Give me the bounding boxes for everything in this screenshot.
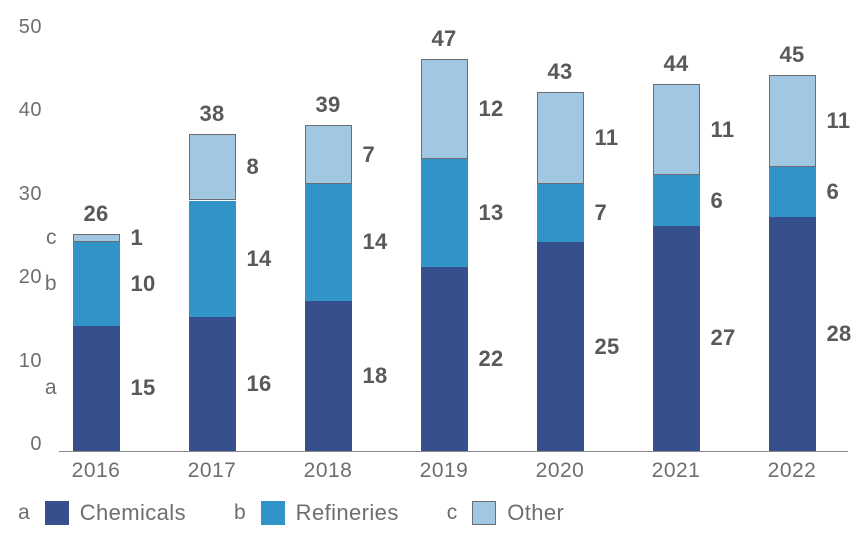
segment-value-label: 27	[710, 325, 736, 351]
legend-swatch-chemicals	[44, 501, 69, 525]
x-axis-line	[59, 451, 848, 452]
bar-segment-chemicals	[768, 217, 816, 451]
segment-value-label: 6	[710, 187, 724, 213]
bar-segment-other	[768, 75, 816, 168]
segment-value-label: 18	[362, 362, 388, 388]
bar-segment-refineries	[72, 242, 120, 326]
x-axis-category-label: 2021	[651, 459, 701, 482]
bar-segment-other	[188, 133, 236, 201]
bar-segment-chemicals	[72, 325, 120, 451]
segment-value-label: 14	[246, 245, 272, 271]
series-letter-b: b	[44, 272, 57, 295]
legend-letter-a: a	[18, 501, 30, 524]
segment-value-label: 28	[826, 321, 851, 347]
x-axis-category-label: 2019	[419, 459, 469, 482]
x-axis-category-label: 2022	[767, 459, 817, 482]
segment-value-label: 16	[246, 371, 272, 397]
bar-segment-refineries	[304, 183, 352, 301]
bar-segment-other	[652, 83, 700, 176]
y-axis-tick-label: 50	[18, 15, 42, 38]
bar-total-label: 47	[431, 25, 457, 51]
y-axis-tick-label: 10	[18, 349, 42, 372]
legend-label-chemicals: Chemicals	[79, 500, 186, 525]
legend-item-refineries: b Refineries	[234, 500, 399, 526]
bar-segment-other	[536, 91, 584, 184]
y-axis-tick-label: 40	[18, 99, 42, 121]
bar-segment-chemicals	[304, 300, 352, 451]
legend: a Chemicals b Refineries c Other	[18, 500, 564, 526]
bar-total-label: 26	[83, 200, 109, 226]
legend-item-chemicals: a Chemicals	[18, 500, 186, 526]
y-axis-tick-label: 30	[18, 182, 42, 205]
y-axis-tick-label: 0	[30, 433, 42, 455]
bar-segment-other	[72, 233, 120, 243]
segment-value-label: 1	[130, 225, 144, 251]
y-axis-tick-label: 20	[18, 266, 42, 288]
segment-value-label: 10	[130, 271, 156, 296]
legend-letter-b: b	[233, 501, 246, 524]
segment-value-label: 25	[594, 333, 620, 359]
segment-value-label: 6	[826, 179, 840, 205]
segment-value-label: 7	[594, 200, 608, 226]
bar-total-label: 39	[315, 92, 341, 118]
legend-label-other: Other	[507, 500, 565, 525]
x-axis-category-label: 2018	[303, 459, 353, 482]
bar-total-label: 44	[663, 50, 689, 76]
bar-segment-refineries	[536, 183, 584, 243]
segment-value-label: 11	[594, 124, 619, 150]
bar-segment-refineries	[420, 158, 468, 268]
bar-segment-chemicals	[536, 242, 584, 451]
legend-letter-c: c	[446, 501, 458, 524]
segment-value-label: 8	[246, 154, 260, 180]
legend-label-refineries: Refineries	[295, 500, 399, 525]
bar-segment-other	[420, 58, 468, 159]
bar-segment-chemicals	[420, 267, 468, 451]
series-letter-c: c	[46, 226, 57, 250]
bar-segment-chemicals	[188, 317, 236, 451]
segment-value-label: 11	[826, 108, 851, 134]
bar-segment-chemicals	[652, 225, 700, 451]
bar-total-label: 43	[547, 58, 573, 84]
bar-total-label: 38	[199, 100, 225, 126]
segment-value-label: 7	[362, 141, 376, 167]
segment-value-label: 13	[478, 200, 504, 226]
segment-value-label: 11	[710, 116, 735, 142]
bar-segment-other	[304, 125, 352, 184]
segment-value-label: 15	[130, 375, 156, 401]
bar-segment-refineries	[768, 167, 816, 218]
bar-segment-refineries	[652, 175, 700, 226]
x-axis-category-label: 2017	[187, 459, 237, 482]
segment-value-label: 12	[478, 95, 504, 121]
legend-swatch-refineries	[260, 501, 285, 525]
segment-value-label: 14	[362, 229, 388, 255]
legend-swatch-other	[472, 501, 497, 525]
segment-value-label: 22	[478, 346, 504, 372]
bar-total-label: 45	[779, 42, 805, 68]
series-letter-a: a	[44, 376, 57, 400]
x-axis-category-label: 2016	[71, 459, 121, 482]
x-axis-category-label: 2020	[535, 459, 585, 482]
legend-item-other: c Other	[447, 500, 565, 526]
bar-segment-refineries	[188, 200, 236, 318]
